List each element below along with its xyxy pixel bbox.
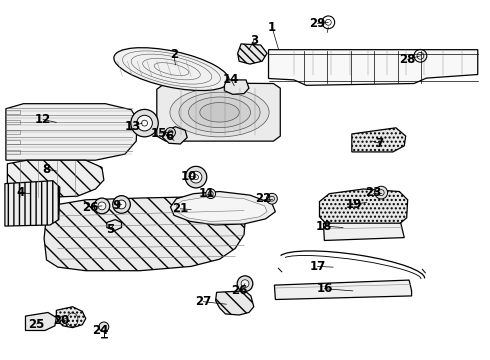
- Polygon shape: [238, 44, 267, 64]
- Text: 18: 18: [315, 220, 332, 233]
- Circle shape: [190, 171, 202, 183]
- Ellipse shape: [200, 103, 239, 122]
- Polygon shape: [25, 312, 56, 330]
- Text: 9: 9: [113, 199, 121, 212]
- Text: 11: 11: [198, 187, 215, 200]
- Text: 10: 10: [180, 170, 197, 183]
- Circle shape: [131, 109, 158, 137]
- Text: 22: 22: [255, 192, 272, 205]
- Text: 21: 21: [172, 202, 189, 215]
- Text: 2: 2: [170, 48, 178, 61]
- Polygon shape: [56, 307, 86, 328]
- Text: 28: 28: [399, 53, 416, 66]
- Circle shape: [267, 193, 277, 204]
- Text: 4: 4: [17, 186, 24, 199]
- Text: 15: 15: [151, 127, 168, 140]
- Text: 20: 20: [53, 314, 70, 327]
- Text: 26: 26: [82, 201, 99, 213]
- Text: 14: 14: [223, 73, 240, 86]
- Polygon shape: [7, 160, 104, 199]
- Text: 16: 16: [316, 282, 333, 295]
- Text: 26: 26: [231, 284, 247, 297]
- Text: 7: 7: [376, 137, 384, 150]
- Ellipse shape: [189, 97, 250, 128]
- Polygon shape: [157, 83, 280, 141]
- Circle shape: [94, 198, 110, 214]
- Polygon shape: [224, 80, 249, 94]
- Ellipse shape: [114, 48, 229, 91]
- Polygon shape: [323, 223, 404, 240]
- Polygon shape: [216, 291, 254, 315]
- Text: 8: 8: [43, 163, 50, 176]
- Circle shape: [237, 276, 253, 292]
- Polygon shape: [319, 189, 408, 230]
- Circle shape: [241, 280, 249, 288]
- Circle shape: [166, 127, 175, 138]
- Polygon shape: [6, 104, 137, 160]
- Text: 29: 29: [309, 17, 326, 30]
- Text: 3: 3: [250, 34, 258, 47]
- Polygon shape: [171, 192, 275, 225]
- Polygon shape: [163, 127, 187, 144]
- Text: 5: 5: [106, 223, 114, 236]
- Text: 27: 27: [195, 295, 212, 308]
- Polygon shape: [5, 181, 60, 226]
- Text: 19: 19: [345, 198, 362, 211]
- Polygon shape: [274, 280, 412, 300]
- Circle shape: [375, 186, 388, 199]
- Circle shape: [206, 189, 216, 199]
- Circle shape: [185, 166, 207, 188]
- Circle shape: [98, 202, 106, 210]
- Text: 17: 17: [309, 260, 326, 273]
- Ellipse shape: [179, 92, 260, 132]
- Circle shape: [117, 200, 126, 209]
- Polygon shape: [107, 220, 122, 230]
- Circle shape: [113, 196, 130, 213]
- Polygon shape: [269, 50, 478, 85]
- Polygon shape: [352, 128, 406, 152]
- Text: 12: 12: [35, 113, 51, 126]
- Polygon shape: [44, 196, 246, 271]
- Text: 13: 13: [125, 120, 142, 132]
- Circle shape: [137, 115, 152, 131]
- Polygon shape: [176, 196, 267, 221]
- Text: 25: 25: [28, 318, 45, 330]
- Text: 1: 1: [268, 21, 276, 33]
- Text: 6: 6: [165, 130, 173, 143]
- Text: 23: 23: [365, 186, 382, 199]
- Text: 24: 24: [92, 324, 109, 337]
- Circle shape: [99, 322, 109, 332]
- Ellipse shape: [170, 88, 269, 137]
